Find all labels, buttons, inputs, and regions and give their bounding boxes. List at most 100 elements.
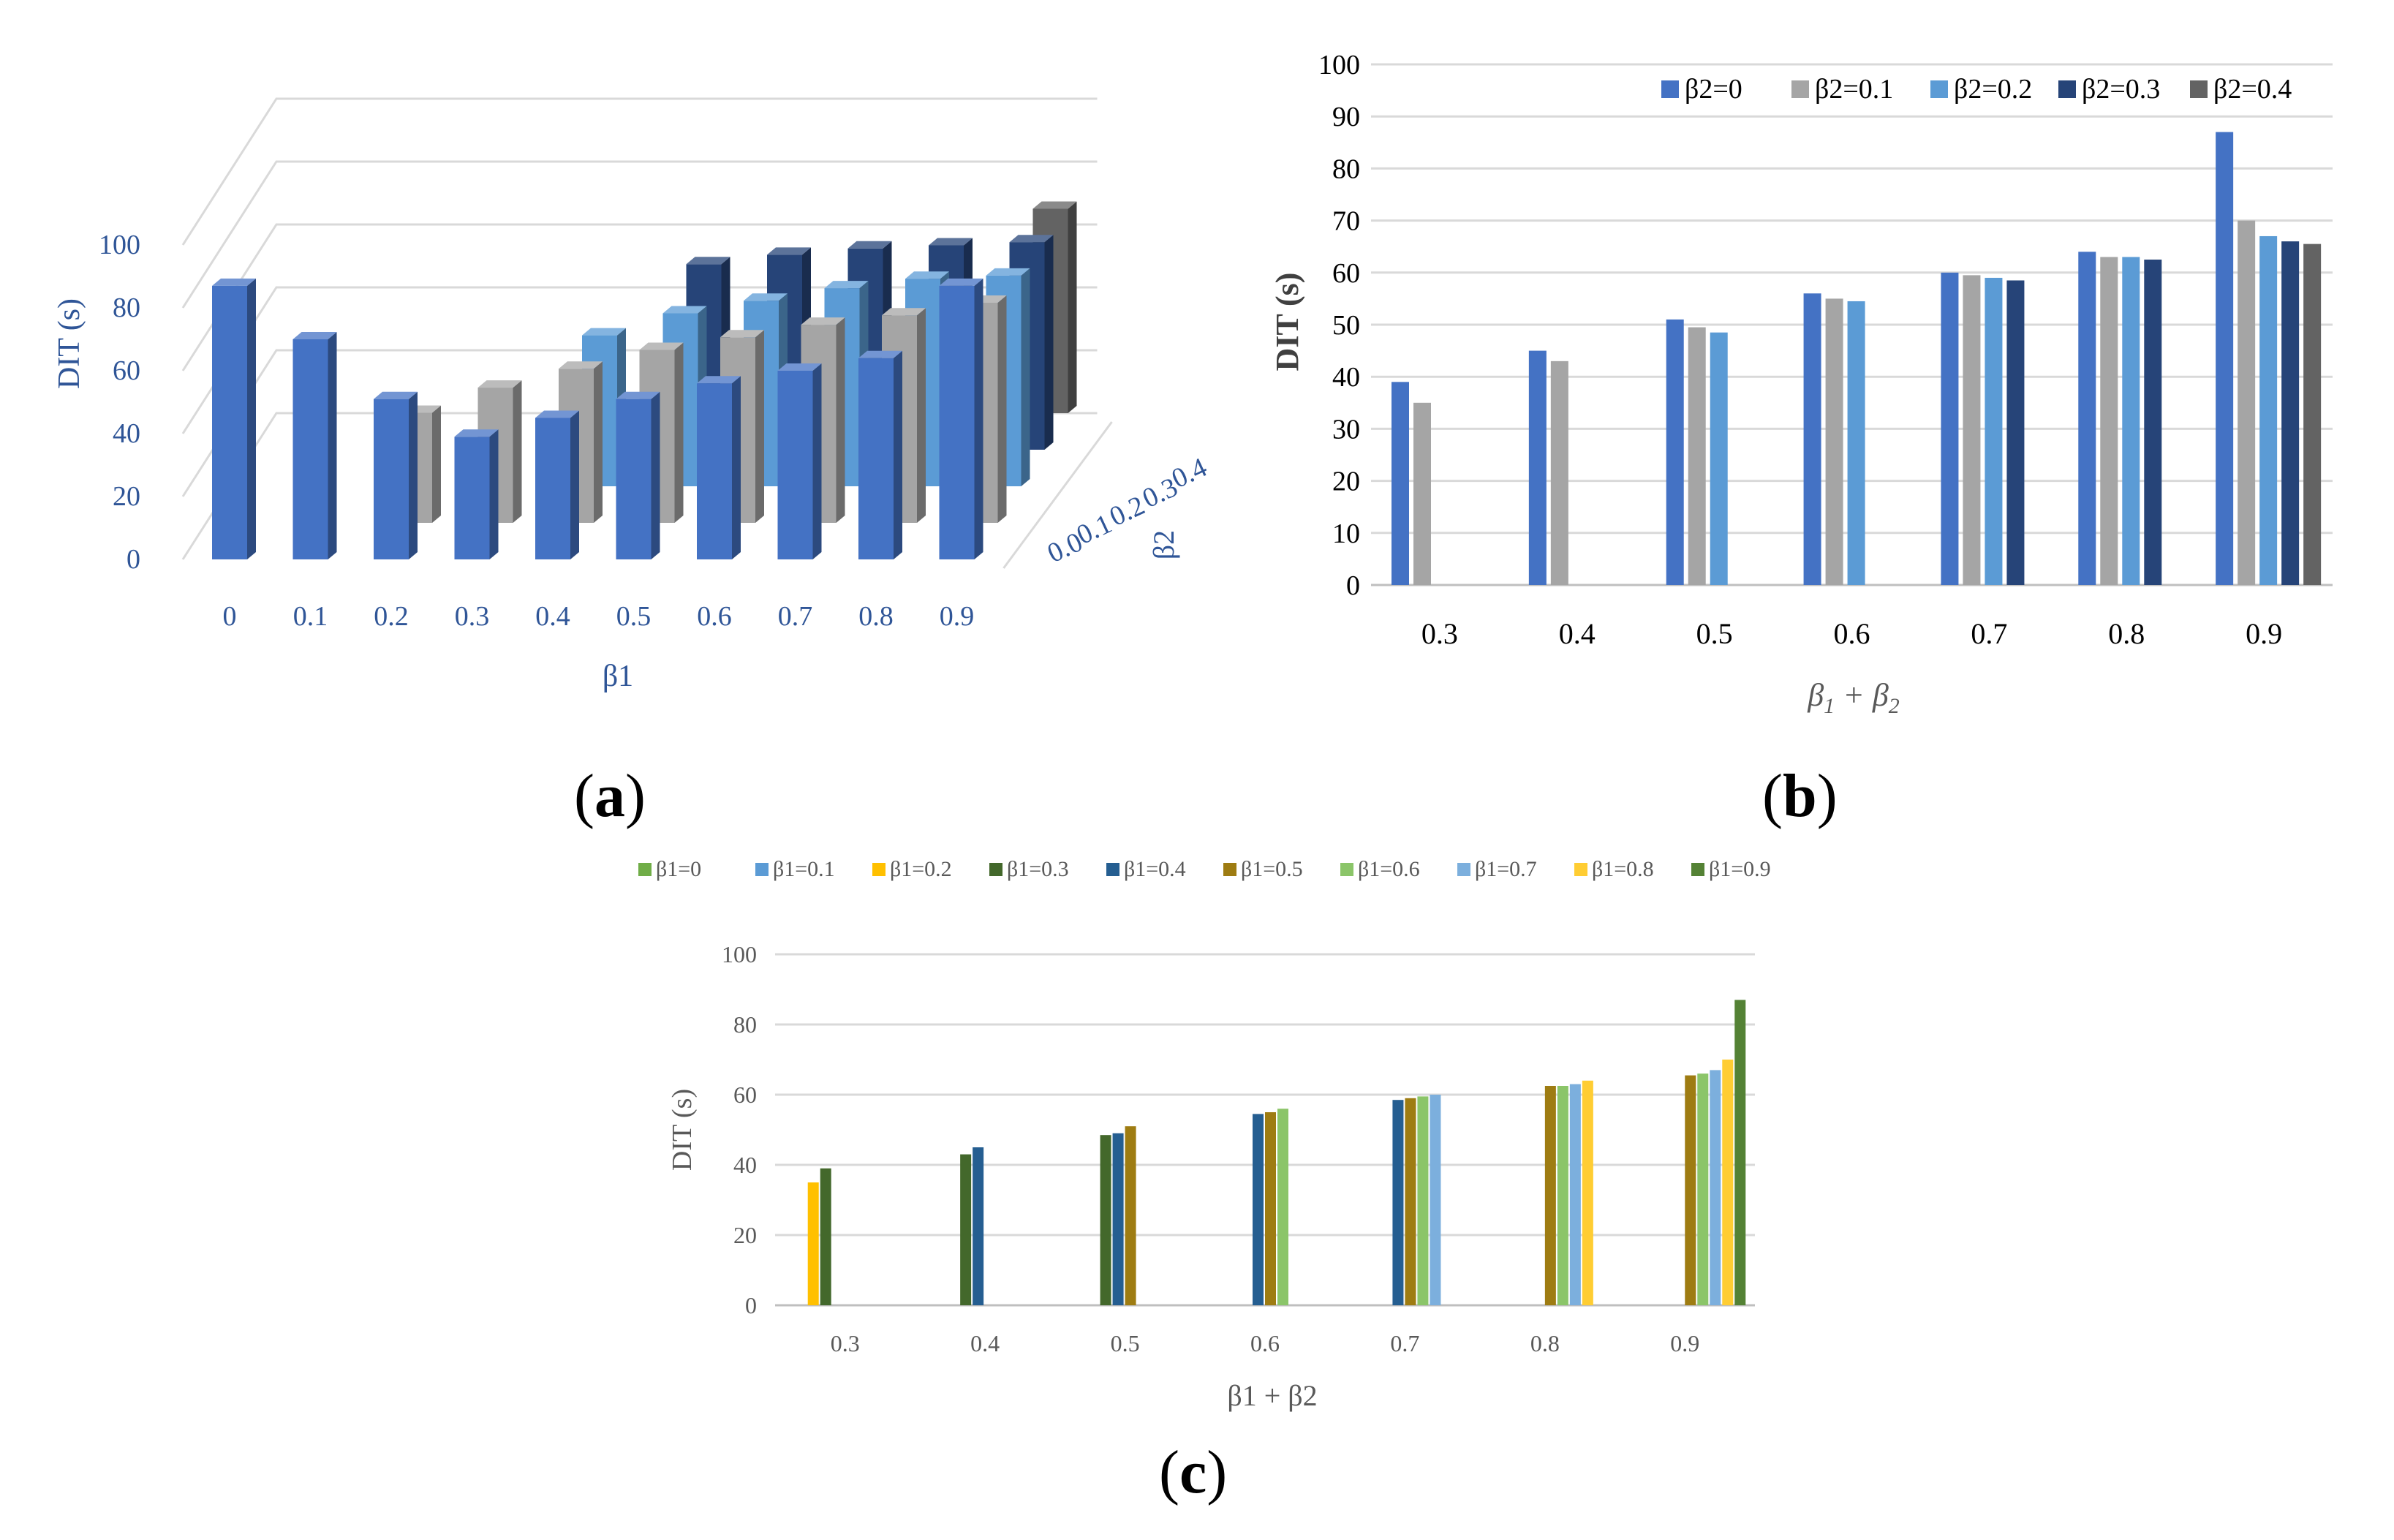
- y-tick-label-20: 20: [733, 1222, 757, 1248]
- legend-label-c-5: β1=0.5: [1241, 857, 1303, 881]
- bar-b-1-2: [1688, 327, 1706, 585]
- bar-b-1-5: [2100, 257, 2118, 585]
- bar-a-top-0-2: [374, 391, 418, 399]
- legend-label-c-6: β1=0.6: [1358, 857, 1420, 881]
- x-axis-title-part-xlabel_plus: + β: [1835, 677, 1889, 713]
- y-tick-label-50: 50: [1332, 310, 1360, 341]
- y-tick-label-10: 10: [1332, 518, 1360, 549]
- y-tick-label-20: 20: [113, 481, 140, 512]
- bar-b-1-4: [1963, 275, 1981, 585]
- panel-label-b: (b): [1762, 762, 1838, 830]
- legend-label-c-2: β1=0.2: [890, 857, 952, 881]
- bar-b-0-1: [1528, 350, 1547, 585]
- x-tick-label-8: 0.8: [858, 601, 894, 632]
- bar-b-4-6: [2303, 244, 2322, 585]
- x-tick-label-9: 0.9: [940, 601, 975, 632]
- bar-a-top-0-1: [292, 332, 337, 339]
- bar-a-0-2: [374, 391, 418, 559]
- y-tick-label-100: 100: [99, 230, 140, 260]
- bar-a-top-1-3: [477, 380, 522, 388]
- panel-label-c: (c): [1159, 1438, 1228, 1506]
- bar-a-side-0-1: [328, 332, 337, 559]
- legend-label-c-9: β1=0.9: [1709, 857, 1771, 881]
- bar-b-0-0: [1392, 382, 1409, 585]
- legend-label-b-2: β2=0.2: [1954, 74, 2032, 105]
- x-axis-title: β1 + β2: [1807, 677, 1900, 718]
- x-tick-label-2: 0.2: [374, 601, 409, 632]
- bar-b-2-3: [1847, 301, 1865, 585]
- bar-c-5-3: [1265, 1112, 1276, 1305]
- legend-label-b-0: β2=0: [1685, 74, 1742, 105]
- bar-a-front-0-8: [858, 358, 894, 559]
- legend-label-c-0: β1=0: [656, 857, 701, 881]
- bar-b-3-6: [2281, 241, 2300, 585]
- legend-label-b-4: β2=0.4: [2213, 74, 2292, 105]
- bar-b-1-0: [1413, 402, 1431, 585]
- bar-a-top-1-5: [639, 342, 684, 350]
- bar-a-top-3-8: [929, 238, 973, 246]
- bar-c-3-1: [960, 1154, 972, 1305]
- bar-b-0-2: [1666, 319, 1684, 585]
- legend-swatch-c-6: [1340, 863, 1353, 876]
- bar-a-top-3-5: [686, 257, 730, 265]
- bar-a-side-0-3: [489, 429, 499, 559]
- bar-a-side-0-5: [651, 391, 660, 559]
- x-tick-label-0: 0.3: [831, 1330, 860, 1356]
- bar-b-2-6: [2259, 235, 2278, 585]
- x-tick-label-6: 0.9: [1670, 1330, 1699, 1356]
- bar-a-side-0-9: [974, 278, 983, 559]
- bar-a-side-3-9: [1044, 235, 1054, 450]
- bar-a-0-1: [292, 332, 337, 559]
- legend-label-c-7: β1=0.7: [1475, 857, 1537, 881]
- bar-c-8-5: [1582, 1080, 1593, 1305]
- bar-a-0-7: [777, 363, 822, 559]
- legend-label-b-3: β2=0.3: [2082, 74, 2160, 105]
- bar-a-side-0-4: [570, 410, 579, 559]
- bar-a-top-1-6: [720, 330, 764, 338]
- bar-a-front-0-5: [616, 399, 652, 559]
- y-tick-label-40: 40: [113, 418, 140, 449]
- x-tick-label-4: 0.4: [535, 601, 570, 632]
- bar-a-top-1-8: [882, 308, 926, 316]
- y-tick-label-40: 40: [1332, 362, 1360, 393]
- legend-swatch-b-4: [2190, 80, 2208, 98]
- y-tick-label-30: 30: [1332, 414, 1360, 445]
- bar-a-top-0-0: [212, 278, 256, 286]
- bar-c-6-6: [1697, 1073, 1709, 1305]
- y-tick-label-0: 0: [127, 544, 140, 575]
- legend-swatch-b-2: [1930, 80, 1948, 98]
- bar-a-side-0-0: [247, 278, 256, 559]
- bar-c-5-5: [1544, 1086, 1556, 1305]
- bar-c-5-2: [1125, 1126, 1136, 1305]
- x-tick-label-5: 0.8: [1530, 1330, 1560, 1356]
- x-axis-title: β1 + β2: [1227, 1379, 1317, 1412]
- y-tick-label-80: 80: [1332, 154, 1360, 184]
- x-tick-label-1: 0.1: [293, 601, 328, 632]
- bar-b-2-2: [1710, 332, 1728, 585]
- bar-a-side-1-9: [997, 295, 1007, 523]
- bar-a-side-1-3: [513, 380, 522, 523]
- legend-swatch-c-2: [872, 863, 886, 876]
- floor-edge: [1002, 421, 1113, 569]
- bar-a-side-1-8: [917, 308, 926, 523]
- bar-c-2-0: [807, 1182, 819, 1305]
- panel-label-a: (a): [574, 762, 646, 830]
- x-tick-label-1: 0.4: [1559, 617, 1596, 650]
- bar-a-top-0-7: [777, 363, 822, 371]
- bar-a-top-0-3: [454, 429, 499, 437]
- grid-line-y-100: [181, 97, 1098, 246]
- bar-b-2-4: [1985, 277, 2003, 585]
- legend-swatch-c-8: [1574, 863, 1587, 876]
- legend-swatch-c-1: [755, 863, 769, 876]
- bar-a-side-0-8: [894, 350, 902, 559]
- bar-c-3-2: [1100, 1135, 1111, 1305]
- bar-c-5-6: [1685, 1075, 1696, 1305]
- x-tick-label-7: 0.7: [778, 601, 813, 632]
- bar-b-3-5: [2144, 260, 2162, 585]
- legend-swatch-b-3: [2058, 80, 2076, 98]
- bar-a-top-3-7: [847, 241, 892, 249]
- bar-a-0-3: [454, 429, 499, 559]
- bar-a-top-3-9: [1009, 235, 1054, 243]
- bar-c-4-2: [1112, 1133, 1124, 1305]
